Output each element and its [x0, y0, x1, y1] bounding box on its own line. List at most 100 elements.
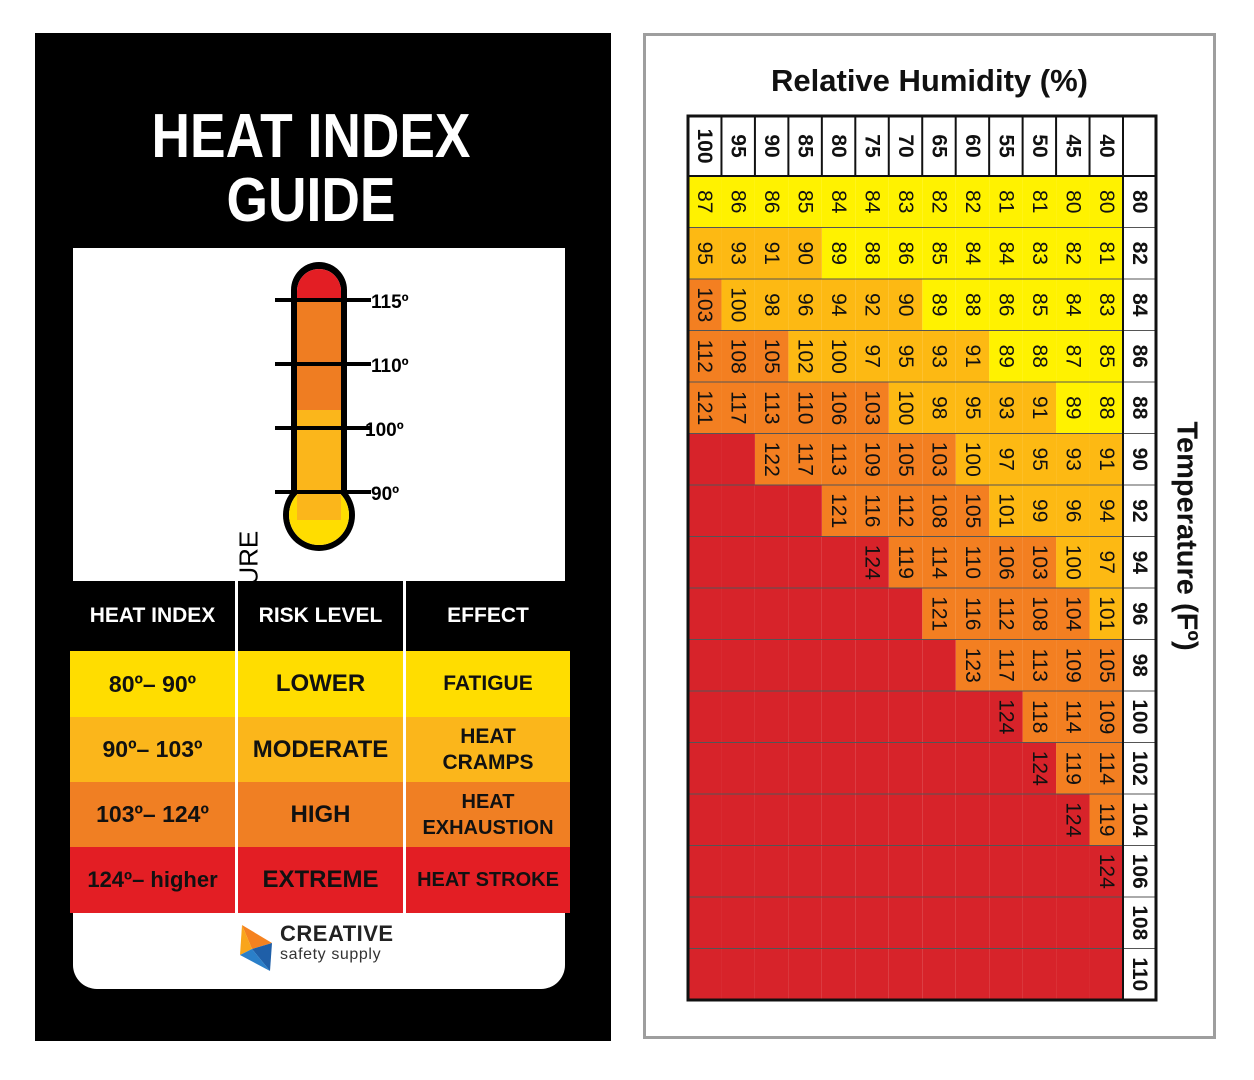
heat-value-label: 109: [1095, 699, 1118, 734]
heat-value-label: 89: [827, 242, 850, 265]
heat-cell: [821, 794, 856, 846]
heat-cell: [989, 588, 1023, 640]
humidity-tick-label: 75: [861, 134, 884, 158]
heat-cell: [721, 433, 755, 485]
heat-cell: [855, 794, 889, 846]
heat-cell: [955, 433, 990, 485]
heat-value-label: 113: [760, 391, 783, 424]
heat-value-label: 82: [927, 190, 950, 213]
heat-value-label: 121: [827, 493, 850, 528]
heat-value-label: 95: [961, 396, 984, 419]
heat-cell: [1089, 433, 1123, 485]
heat-value-label: 122: [760, 442, 783, 477]
heat-cell: [855, 382, 889, 434]
heat-cell: [721, 176, 755, 228]
tick-label-110: 110º: [371, 356, 409, 377]
heat-cell: [855, 948, 889, 1000]
heat-value-label: 103: [1028, 545, 1051, 580]
heat-cell: [888, 279, 923, 331]
heat-cell: [989, 536, 1023, 588]
heat-value-label: 98: [927, 396, 950, 419]
heat-value-label: 101: [1095, 596, 1118, 631]
heat-cell: [788, 382, 822, 434]
humidity-tick-label: 55: [994, 134, 1017, 158]
heat-value-label: 117: [994, 649, 1017, 682]
heat-cell: [955, 227, 990, 279]
tube-fill-upper: [297, 301, 341, 410]
heat-cell: [1022, 742, 1057, 794]
heat-cell: [888, 845, 923, 897]
column-divider: [403, 581, 406, 913]
heat-value-label: 124: [861, 545, 884, 580]
heat-value-label: 124: [1095, 854, 1118, 889]
heat-value-label: 108: [727, 339, 750, 374]
heat-cell: [1089, 794, 1123, 846]
heat-cell: [754, 485, 789, 537]
heat-value-label: 88: [1028, 345, 1051, 368]
heat-value-label: 116: [961, 597, 984, 630]
heat-value-label: 86: [894, 242, 917, 265]
heat-cell: [855, 227, 889, 279]
heat-value-label: 87: [693, 190, 716, 213]
heat-cell: [1089, 485, 1123, 537]
heat-cell: [922, 433, 956, 485]
heat-cell: [1089, 176, 1123, 228]
heat-cell: [989, 330, 1023, 382]
heat-value-label: 117: [794, 443, 817, 476]
heat-value-label: 93: [727, 242, 750, 265]
heat-value-label: 86: [727, 190, 750, 213]
heat-value-label: 89: [1061, 396, 1084, 419]
heat-cell: [821, 433, 856, 485]
heat-cell: [1022, 227, 1057, 279]
temperature-tick-label: 96: [1128, 602, 1151, 625]
heat-cell: [821, 691, 856, 743]
heat-value-label: 91: [1028, 396, 1051, 419]
heat-cell: [754, 382, 789, 434]
heat-cell: [922, 845, 956, 897]
humidity-tick-label: 100: [693, 128, 716, 163]
heat-value-label: 82: [1061, 242, 1084, 265]
heat-cell: [1022, 691, 1057, 743]
heat-cell: [821, 588, 856, 640]
heat-cell: [855, 845, 889, 897]
heat-value-label: 81: [1095, 242, 1118, 265]
heat-value-label: 121: [927, 596, 950, 631]
header-effect: EFFECT: [447, 604, 529, 627]
heat-cell: [721, 485, 755, 537]
temperature-tick-label: 86: [1128, 345, 1151, 368]
chart-frame: [686, 114, 1158, 1002]
heat-cell: [922, 742, 956, 794]
heat-value-label: 110: [961, 546, 984, 579]
heat-value-label: 85: [794, 190, 817, 213]
heat-cell: [721, 279, 755, 331]
heat-value-label: 84: [961, 242, 984, 266]
range-cell: 80º– 90º: [108, 670, 197, 697]
heat-cell: [922, 536, 956, 588]
risk-cell: EXTREME: [262, 866, 379, 893]
heat-cell: [1089, 897, 1123, 949]
heat-cell: [955, 897, 990, 949]
heat-cell: [688, 536, 722, 588]
heat-cell: [1022, 330, 1057, 382]
heat-cell: [989, 227, 1023, 279]
heat-value-label: 94: [827, 293, 850, 317]
heat-cell: [1022, 639, 1057, 691]
humidity-tick-label: 65: [927, 134, 950, 158]
heat-cell: [955, 742, 990, 794]
heat-cell: [922, 485, 956, 537]
heat-value-label: 87: [1061, 345, 1084, 368]
heat-cell: [788, 794, 822, 846]
heat-cell: [1089, 382, 1123, 434]
heat-cell: [888, 948, 923, 1000]
heat-value-label: 103: [693, 287, 716, 322]
range-cell: 90º– 103º: [102, 736, 203, 762]
heat-value-label: 80: [1095, 190, 1118, 213]
brand-tagline: safety supply: [280, 946, 382, 963]
heat-cell: [721, 794, 755, 846]
risk-cell: MODERATE: [252, 735, 389, 763]
heat-cell: [1056, 897, 1090, 949]
heat-value-label: 108: [927, 493, 950, 528]
heat-value-label: 92: [861, 293, 884, 316]
heat-cell: [754, 588, 789, 640]
heat-cell: [888, 330, 923, 382]
